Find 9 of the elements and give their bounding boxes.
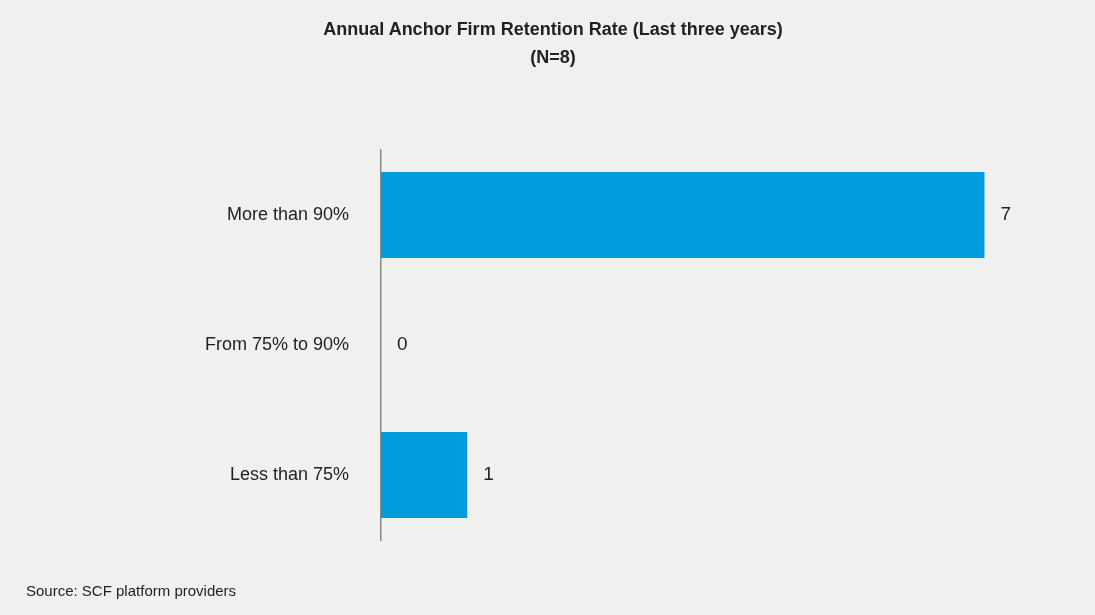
y-tick-label: Less than 75% [229, 463, 349, 484]
data-label: 1 [483, 463, 494, 485]
y-tick-label: From 75% to 90% [204, 333, 349, 354]
y-tick-label: More than 90% [226, 203, 349, 224]
data-label: 7 [1000, 203, 1012, 225]
source-note: Source: SCF platform providers [26, 582, 237, 600]
chart-title: Annual Anchor Firm Retention Rate (Last three years) [323, 18, 783, 39]
data-label: 0 [397, 333, 408, 355]
chart-subtitle: (N=8) [530, 46, 576, 67]
